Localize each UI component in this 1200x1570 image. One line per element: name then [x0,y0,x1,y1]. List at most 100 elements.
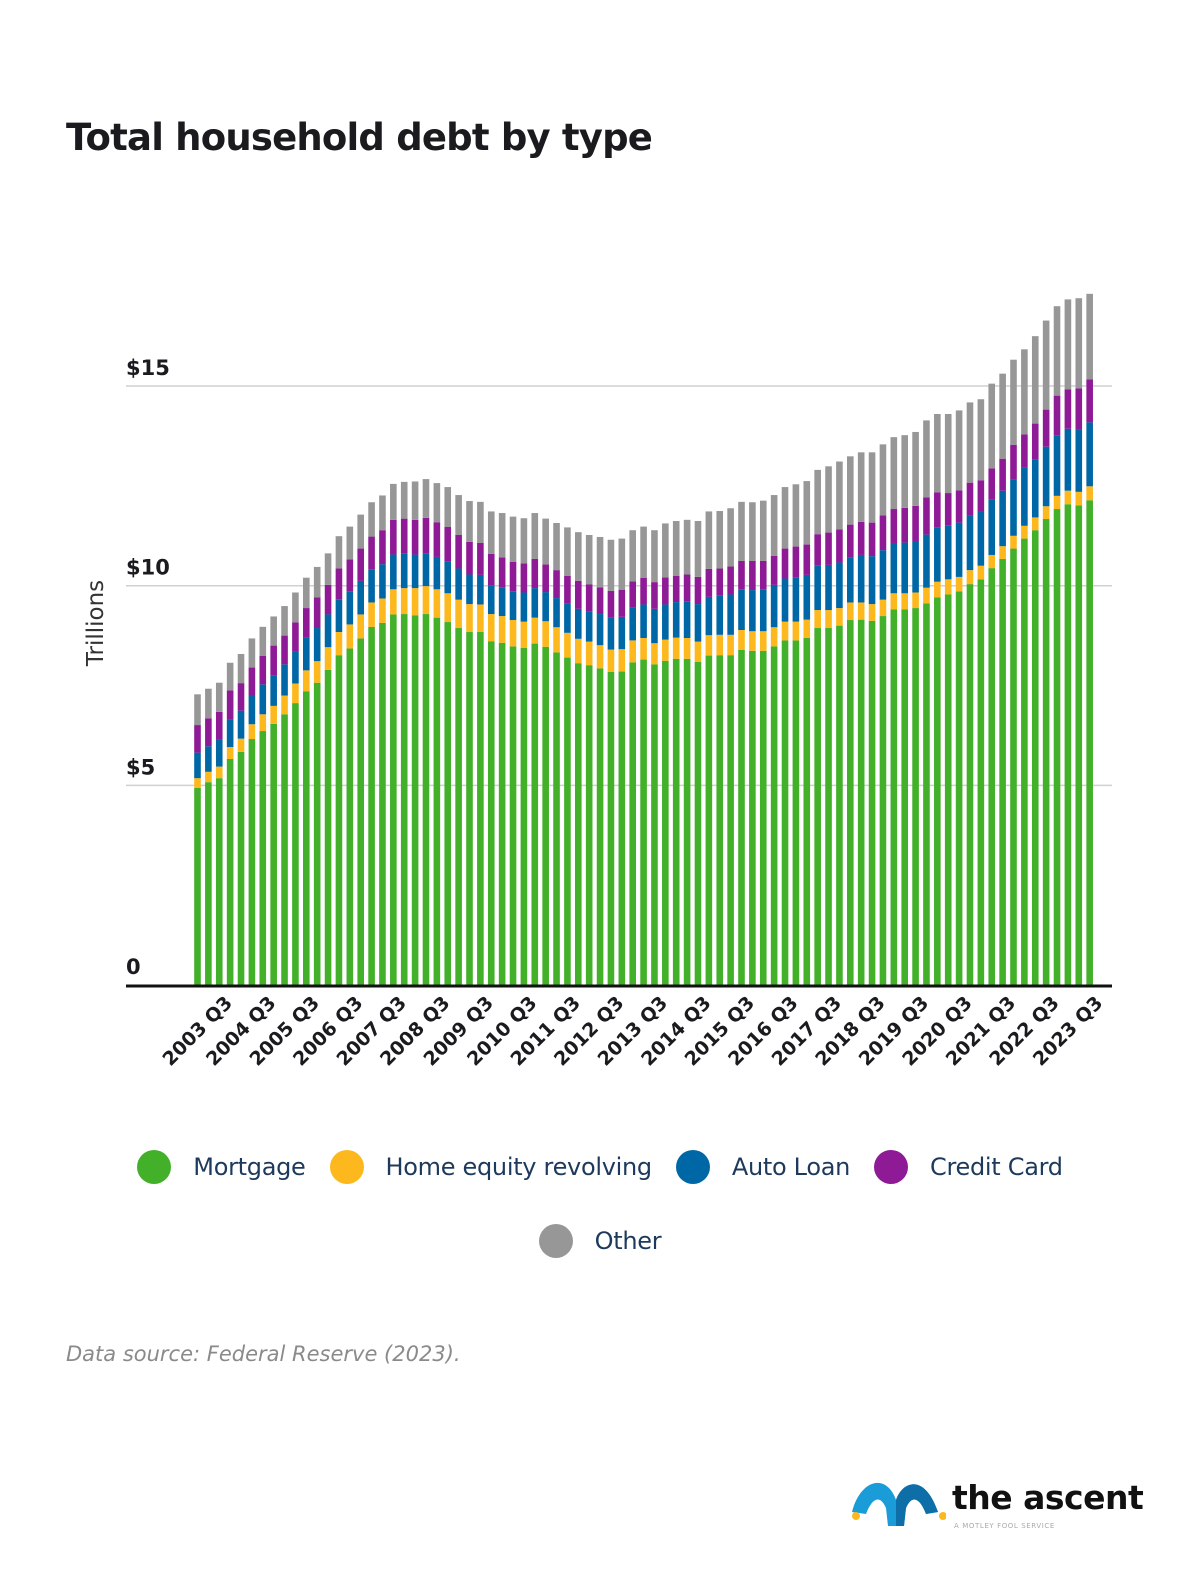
bar-segment-other [1010,359,1017,445]
bar-segment-home-equity-revolving [651,643,658,665]
bar-segment-mortgage [520,647,528,985]
bar-stack [444,487,452,985]
bar-segment-home-equity-revolving [727,634,734,656]
bar-segment-other [977,399,985,481]
bar-segment-mortgage [781,640,789,985]
bar-stack [694,521,702,985]
bar-stack [585,534,593,985]
legend-item-credit-card[interactable]: Credit Card [874,1150,1063,1184]
y-tick-label: 0 [126,955,141,979]
legend-swatch-icon [137,1150,172,1184]
bar-segment-mortgage [825,628,832,985]
bar-segment-mortgage [1086,500,1093,985]
bar-segment-mortgage [607,671,615,985]
bar-segment-auto-loan [716,595,724,635]
bar-segment-mortgage [444,622,452,985]
legend-row-2: Other [0,1224,1200,1258]
legend-item-other[interactable]: Other [538,1224,662,1258]
bar-segment-other [999,373,1006,459]
bar-segment-mortgage [422,614,430,985]
bar-segment-auto-loan [422,553,430,587]
bar-segment-other [379,495,386,531]
bar-segment-auto-loan [759,589,767,632]
bar-segment-mortgage [868,620,876,985]
bar-segment-other [836,461,843,530]
bar-segment-home-equity-revolving [999,546,1006,559]
bar-segment-mortgage [749,650,756,985]
bar-segment-home-equity-revolving [477,604,484,633]
legend-label: Mortgage [193,1153,306,1181]
bar-stack [205,688,212,985]
bar-segment-home-equity-revolving [542,621,549,647]
bar-segment-auto-loan [901,542,908,594]
bar-segment-other [901,435,908,508]
bar-segment-other [194,694,201,726]
legend-swatch-icon [538,1224,573,1258]
bar-segment-home-equity-revolving [923,587,930,604]
bar-segment-mortgage [912,608,919,985]
bar-segment-other [411,481,419,520]
bar-segment-other [988,383,996,469]
bar-segment-credit-card [1042,409,1050,447]
bar-segment-auto-loan [215,739,223,767]
y-tick-label: $5 [126,755,155,779]
bar-segment-other [498,513,506,558]
bar-segment-other [444,487,452,527]
bar-segment-home-equity-revolving [640,638,647,660]
bar-stack [248,638,256,985]
bar-segment-credit-card [640,577,647,605]
bar-stack [303,577,310,985]
bar-segment-auto-loan [596,614,604,646]
bar-segment-other [1042,320,1050,410]
bar-segment-other [1064,299,1072,390]
legend-label: Credit Card [930,1153,1063,1181]
bar-stack [825,466,832,985]
bar-segment-home-equity-revolving [825,610,832,629]
bar-segment-credit-card [912,505,919,541]
bar-segment-credit-card [792,546,800,578]
bar-segment-credit-card [444,527,452,562]
bar-stack [716,511,724,985]
bar-segment-other [683,519,691,575]
bar-segment-auto-loan [487,585,495,615]
bar-stack [727,508,734,985]
bar-segment-mortgage [934,597,941,985]
bar-stack [955,410,963,985]
bar-segment-mortgage [1064,504,1072,985]
legend-item-auto-loan[interactable]: Auto Loan [675,1150,850,1184]
bar-segment-mortgage [215,778,223,985]
bar-segment-auto-loan [303,637,310,671]
bar-segment-other [672,521,680,576]
bar-stack [857,452,865,985]
bar-segment-auto-loan [792,577,800,622]
bar-stack [270,616,277,985]
bar-segment-credit-card [705,568,713,597]
bar-segment-home-equity-revolving [553,627,560,653]
bar-segment-other [1031,336,1039,424]
bar-segment-mortgage [1021,538,1028,985]
bar-stack [803,481,811,985]
legend-item-home-equity-revolving[interactable]: Home equity revolving [329,1150,652,1184]
bar-segment-mortgage [281,714,288,985]
bar-segment-home-equity-revolving [749,631,756,651]
bar-segment-home-equity-revolving [792,621,800,641]
legend-swatch-icon [874,1150,909,1184]
bar-stack [564,527,571,985]
bar-segment-auto-loan [977,511,985,566]
bar-segment-other [487,511,495,554]
legend-label: Other [594,1227,662,1255]
data-source-note: Data source: Federal Reserve (2023). [66,1342,461,1366]
bar-segment-credit-card [466,541,473,575]
bar-segment-home-equity-revolving [1086,486,1093,501]
bar-segment-home-equity-revolving [944,579,952,595]
bar-stack [498,513,506,985]
bar-segment-mortgage [1042,519,1050,985]
bar-stack [433,483,441,985]
bar-segment-home-equity-revolving [857,602,865,620]
bar-segment-other [770,495,778,556]
legend-item-mortgage[interactable]: Mortgage [137,1150,306,1184]
bar-segment-mortgage [640,659,647,985]
bar-segment-other [433,483,441,523]
bar-segment-auto-loan [498,587,506,617]
bar-segment-auto-loan [466,574,473,605]
